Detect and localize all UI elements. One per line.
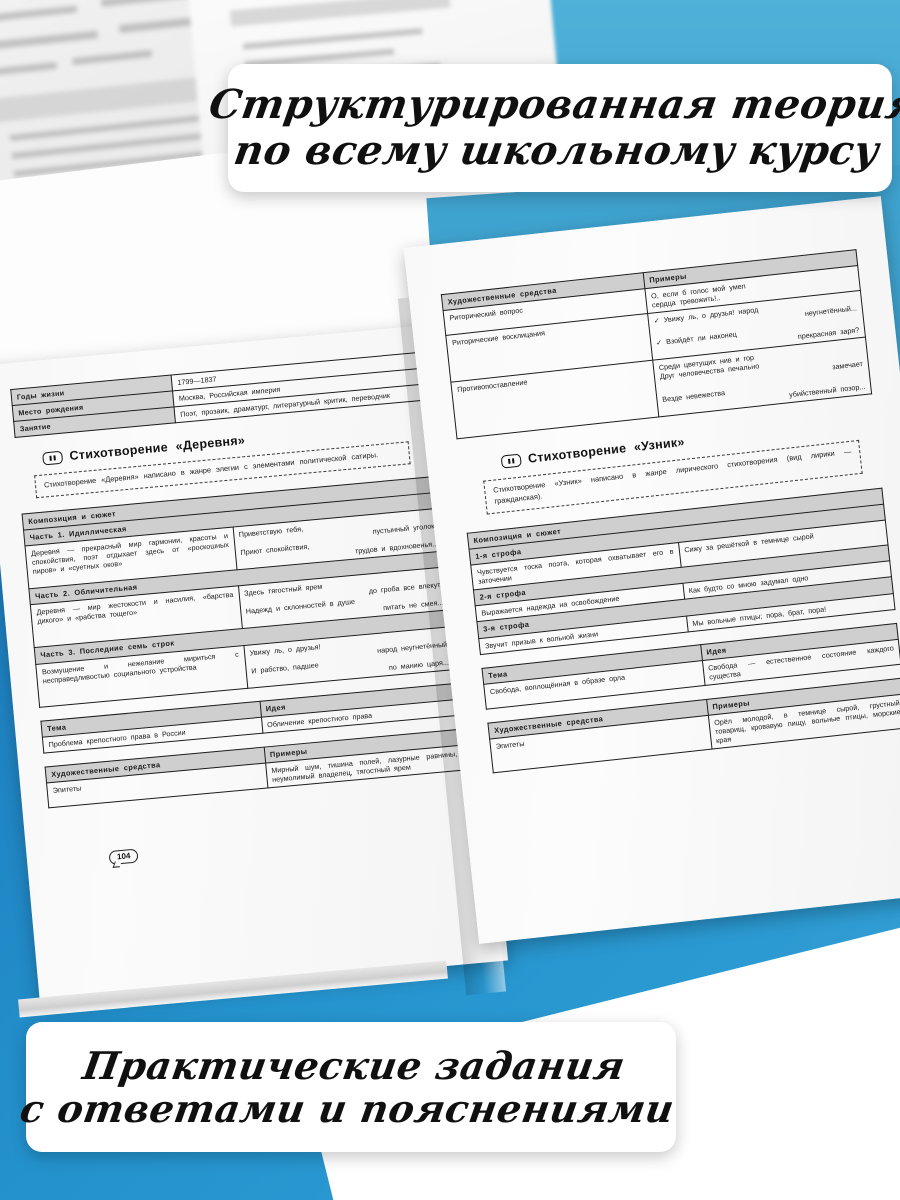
top-banner: Структурированная теория по всему школьн… xyxy=(206,64,900,192)
top-banner-text: Структурированная теория по всему школьн… xyxy=(198,81,900,174)
check-icon: ✓ xyxy=(653,316,661,326)
check-icon: ✓ xyxy=(655,337,663,348)
pause-icon xyxy=(42,450,64,465)
bottom-banner-text: Практические задания с ответами и поясне… xyxy=(17,1042,684,1131)
bottom-banner-line2: с ответами и пояснениями xyxy=(17,1086,678,1131)
right-page: Художественные средства Примеры Риториче… xyxy=(403,196,900,944)
devices-table-derevnya-continued: Художественные средства Примеры Риториче… xyxy=(441,249,872,440)
composition-table-derevnya: Композиция и сюжет Часть 1. Идиллическая… xyxy=(22,475,456,708)
page-number: 104 xyxy=(108,848,139,865)
top-banner-line1: Структурированная теория xyxy=(205,81,900,129)
top-banner-line2: по всему школьному курсу xyxy=(230,127,883,174)
pause-icon xyxy=(500,453,522,469)
bottom-banner: Практические задания с ответами и поясне… xyxy=(17,1022,678,1152)
bottom-banner-line1: Практические задания xyxy=(80,1042,629,1088)
book-spread: Годы жизни 1799—1837 Место рождения Моск… xyxy=(0,196,900,1018)
page-number-wrap: 104 xyxy=(108,815,470,866)
